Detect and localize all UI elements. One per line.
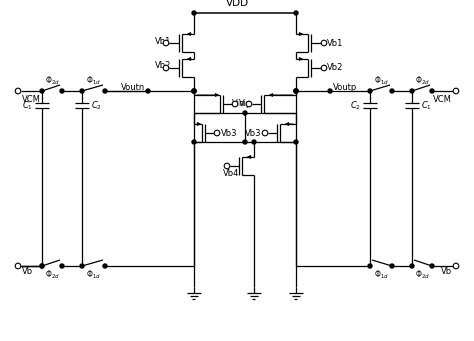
Circle shape: [103, 89, 107, 93]
Text: $\Phi_{2d}$: $\Phi_{2d}$: [415, 269, 429, 281]
Circle shape: [453, 88, 459, 94]
Text: Vb4: Vb4: [223, 169, 239, 178]
Text: Vb1: Vb1: [327, 39, 343, 47]
Text: $\Phi_{1d}$: $\Phi_{1d}$: [374, 75, 389, 87]
Circle shape: [246, 101, 252, 107]
Text: $\Phi_{2d}$: $\Phi_{2d}$: [415, 75, 429, 87]
Circle shape: [60, 264, 64, 268]
Circle shape: [328, 89, 332, 93]
Text: $C_1$: $C_1$: [421, 99, 432, 112]
Circle shape: [232, 101, 238, 107]
Circle shape: [262, 130, 268, 136]
Text: $\Phi_{1d}$: $\Phi_{1d}$: [86, 75, 101, 87]
Text: Vb: Vb: [441, 267, 452, 277]
Circle shape: [80, 89, 84, 93]
Text: Vb2: Vb2: [327, 63, 343, 73]
Text: Vin: Vin: [232, 100, 245, 108]
Circle shape: [40, 264, 44, 268]
Text: Vb3: Vb3: [245, 129, 261, 137]
Circle shape: [40, 264, 44, 268]
Circle shape: [40, 89, 44, 93]
Circle shape: [430, 264, 434, 268]
Circle shape: [410, 264, 414, 268]
Circle shape: [294, 140, 298, 144]
Text: Voutp: Voutp: [333, 84, 357, 92]
Text: Vb3: Vb3: [221, 129, 237, 137]
Circle shape: [390, 264, 394, 268]
Circle shape: [214, 130, 220, 136]
Circle shape: [430, 89, 434, 93]
Circle shape: [294, 89, 298, 93]
Circle shape: [368, 264, 372, 268]
Text: VCM: VCM: [433, 94, 452, 104]
Text: Vip: Vip: [239, 100, 252, 108]
Circle shape: [163, 65, 169, 71]
Circle shape: [252, 140, 256, 144]
Circle shape: [192, 11, 196, 15]
Circle shape: [294, 89, 298, 93]
Text: $\Phi_{2d}$: $\Phi_{2d}$: [45, 75, 59, 87]
Circle shape: [410, 89, 414, 93]
Text: $\Phi_{1d}$: $\Phi_{1d}$: [374, 269, 389, 281]
Circle shape: [192, 89, 196, 93]
Circle shape: [80, 264, 84, 268]
Text: Vb1: Vb1: [155, 36, 171, 45]
Circle shape: [243, 111, 247, 115]
Text: $\Phi_{2d}$: $\Phi_{2d}$: [45, 269, 59, 281]
Circle shape: [192, 89, 196, 93]
Text: $\Phi_{1d}$: $\Phi_{1d}$: [86, 269, 101, 281]
Circle shape: [453, 263, 459, 269]
Circle shape: [368, 89, 372, 93]
Circle shape: [103, 264, 107, 268]
Circle shape: [60, 89, 64, 93]
Circle shape: [321, 40, 327, 46]
Text: VDD: VDD: [226, 0, 248, 8]
Circle shape: [243, 140, 247, 144]
Circle shape: [15, 88, 21, 94]
Text: Vb: Vb: [22, 267, 33, 277]
Text: $C_2$: $C_2$: [91, 99, 102, 112]
Circle shape: [192, 89, 196, 93]
Circle shape: [163, 40, 169, 46]
Text: VCM: VCM: [22, 94, 41, 104]
Circle shape: [390, 89, 394, 93]
Circle shape: [294, 11, 298, 15]
Circle shape: [224, 163, 230, 169]
Text: Vb2: Vb2: [155, 61, 171, 71]
Text: Voutn: Voutn: [121, 84, 145, 92]
Text: $C_1$: $C_1$: [22, 99, 33, 112]
Circle shape: [192, 140, 196, 144]
Text: $C_2$: $C_2$: [350, 99, 361, 112]
Circle shape: [15, 263, 21, 269]
Circle shape: [321, 65, 327, 71]
Circle shape: [146, 89, 150, 93]
Circle shape: [294, 89, 298, 93]
